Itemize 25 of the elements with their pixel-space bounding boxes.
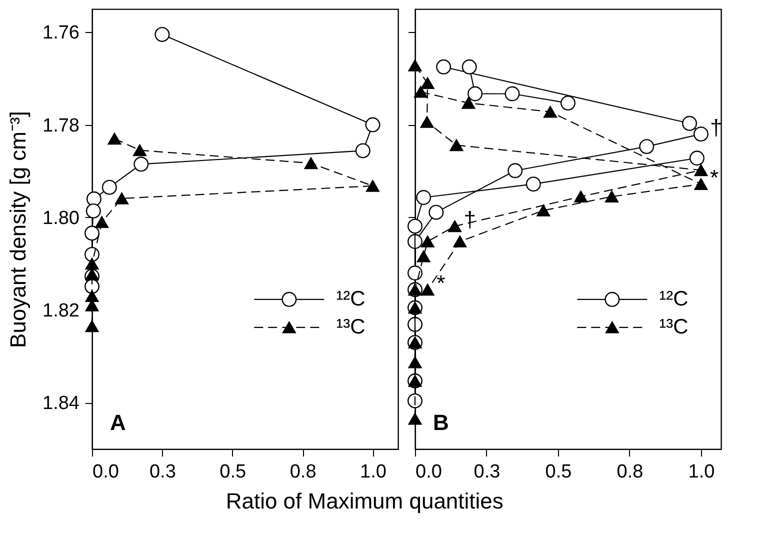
legend-label: ¹³C [659, 315, 688, 338]
x-tick-label: 0.0 [92, 462, 119, 482]
x-tick-label: 0.5 [545, 462, 572, 482]
annotation: * [436, 270, 446, 296]
x-tick-label: 0.8 [290, 462, 316, 482]
x-tick-label: 0.8 [616, 462, 644, 482]
y-tick-label: 1.78 [42, 115, 80, 136]
x-tick-label: 0.3 [149, 462, 176, 482]
x-tick-label: 1.0 [688, 462, 715, 482]
legend-label: ¹³C [336, 315, 366, 338]
x-tick-label: 0.3 [474, 462, 500, 482]
y-tick-label: 1.80 [42, 208, 80, 229]
y-axis-title: Buoyant density [g cm⁻³] [6, 111, 31, 348]
annotation: B [433, 410, 449, 435]
x-tick-label: 1.0 [360, 462, 386, 482]
x-tick-label: 0.0 [416, 462, 442, 482]
x-tick-label: 0.5 [220, 462, 246, 482]
x-axis-title: Ratio of Maximum quantities [226, 488, 504, 514]
y-tick-label: 1.76 [42, 22, 80, 44]
legend-label: ¹²C [659, 287, 688, 310]
annotation: A [110, 410, 126, 435]
legend-label: ¹²C [336, 287, 366, 310]
annotation: * [710, 165, 719, 190]
y-tick-label: 1.84 [42, 393, 80, 414]
y-tick-label: 1.82 [42, 300, 80, 322]
